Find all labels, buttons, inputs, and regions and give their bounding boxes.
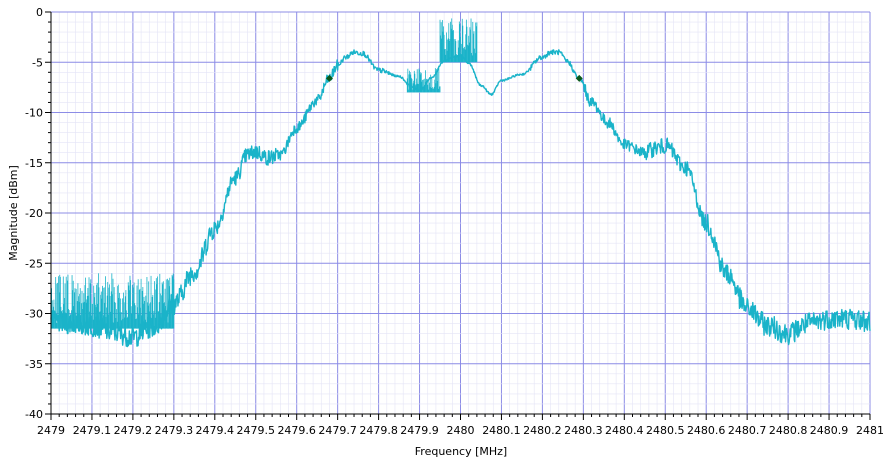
y-tick-label: -20 — [25, 207, 43, 220]
series-line — [50, 49, 871, 348]
x-tick-label: 2480.3 — [564, 424, 603, 437]
y-tick-label: -30 — [25, 308, 43, 321]
x-tick-label: 2479.3 — [155, 424, 194, 437]
x-tick-label: 2479.6 — [277, 424, 316, 437]
y-axis-ticks: 0 -5 -10 -15 -20 -25 -30 -35 -40 — [25, 6, 51, 421]
x-tick-label: 2480.5 — [646, 424, 685, 437]
y-tick-label: -40 — [25, 408, 43, 421]
x-axis-title: Frequency [MHz] — [415, 445, 507, 458]
x-tick-label: 2479.4 — [196, 424, 235, 437]
markers — [325, 74, 583, 82]
y-tick-label: -25 — [25, 257, 43, 270]
x-tick-label: 2480.7 — [728, 424, 767, 437]
x-tick-label: 2479.1 — [73, 424, 112, 437]
x-tick-label: 2480.8 — [769, 424, 808, 437]
marker-point — [575, 74, 583, 82]
x-tick-label: 2480.2 — [523, 424, 562, 437]
x-tick-label: 2480.9 — [810, 424, 849, 437]
x-axis-ticks: 2479 2479.1 2479.2 2479.3 2479.4 2479.5 2479.6… — [37, 414, 884, 437]
x-tick-label: 2480 — [447, 424, 475, 437]
y-tick-label: -5 — [32, 56, 43, 69]
y-tick-label: 0 — [36, 6, 43, 19]
x-tick-label: 2480.6 — [687, 424, 726, 437]
x-tick-label: 2479 — [37, 424, 65, 437]
y-tick-label: -15 — [25, 157, 43, 170]
x-tick-label: 2480.1 — [482, 424, 521, 437]
marker-point — [325, 74, 333, 82]
y-tick-label: -35 — [25, 358, 43, 371]
x-tick-label: 2479.8 — [359, 424, 398, 437]
x-tick-label: 2480.4 — [605, 424, 644, 437]
x-tick-label: 2479.2 — [114, 424, 153, 437]
grid-lines — [50, 11, 871, 415]
x-tick-label: 2479.7 — [318, 424, 357, 437]
x-tick-label: 2479.5 — [237, 424, 276, 437]
y-tick-label: -10 — [25, 107, 43, 120]
x-tick-label: 2479.9 — [400, 424, 439, 437]
x-tick-label: 2481 — [856, 424, 884, 437]
y-axis-title: Magnitude [dBm] — [7, 165, 20, 261]
